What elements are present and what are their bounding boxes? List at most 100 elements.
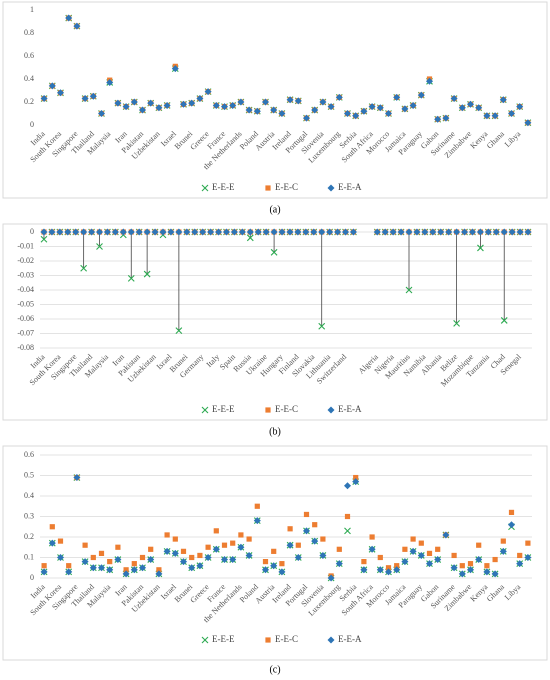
- diamond-marker: [467, 566, 474, 574]
- square-marker: [336, 546, 342, 552]
- diamond-marker: [417, 551, 425, 559]
- diamond-marker: [335, 560, 343, 568]
- diamond-marker: [167, 228, 175, 236]
- diamond-marker: [48, 82, 56, 90]
- diamond-marker: [461, 228, 469, 236]
- x-marker: [270, 248, 278, 256]
- diamond-marker: [303, 114, 310, 122]
- x-stroke: [270, 248, 278, 256]
- diamond-marker: [278, 228, 286, 236]
- square-marker: [265, 185, 271, 191]
- square-marker: [271, 548, 277, 554]
- diamond-marker: [246, 228, 254, 236]
- diamond-marker: [222, 228, 230, 236]
- x-stroke: [246, 234, 254, 242]
- square-marker: [180, 548, 187, 554]
- square-marker: [295, 542, 301, 548]
- diamond-marker: [294, 97, 302, 105]
- square-marker: [426, 550, 433, 556]
- x-marker: [500, 317, 508, 324]
- diamond-marker: [278, 568, 286, 576]
- y-tick-label: -0.02: [17, 256, 34, 265]
- diamond-marker: [204, 554, 212, 561]
- x-marker: [453, 319, 461, 327]
- diamond-marker: [381, 228, 389, 236]
- diamond-marker: [437, 228, 445, 236]
- diamond-marker: [409, 101, 417, 109]
- diamond-marker: [204, 88, 212, 96]
- diamond-marker: [40, 568, 48, 576]
- diamond-marker: [89, 92, 97, 100]
- legend-label: E-E-C: [275, 182, 298, 192]
- square-marker: [90, 554, 96, 561]
- diamond-marker: [368, 103, 376, 111]
- x-tick-label: Libya: [503, 129, 523, 149]
- diamond-marker: [344, 482, 351, 490]
- diamond-marker: [65, 568, 73, 576]
- diamond-marker: [360, 566, 368, 574]
- x-tick-label: Libya: [503, 582, 523, 602]
- diamond-marker: [139, 106, 146, 114]
- square-marker: [57, 538, 64, 544]
- square-marker: [451, 552, 457, 559]
- diamond-marker: [327, 103, 335, 111]
- x-marker: [80, 264, 88, 272]
- x-marker: [127, 275, 135, 282]
- diamond-marker: [262, 566, 269, 574]
- x-tick-label: Ghana: [485, 129, 506, 150]
- x-marker: [40, 235, 48, 243]
- square-marker: [98, 550, 105, 556]
- square-marker: [484, 563, 490, 569]
- diamond-marker: [196, 562, 204, 570]
- x-marker: [143, 270, 151, 278]
- diamond-marker: [327, 406, 335, 414]
- x-stroke: [143, 270, 151, 278]
- x-marker: [96, 243, 103, 250]
- diamond-marker: [327, 636, 335, 644]
- y-tick-label: -0.06: [17, 314, 34, 323]
- diamond-marker: [368, 545, 376, 553]
- square-marker: [353, 474, 359, 481]
- diamond-marker: [229, 556, 237, 564]
- diamond-marker: [106, 566, 114, 574]
- diamond-marker: [96, 228, 104, 236]
- diamond-marker: [98, 564, 105, 572]
- diamond-marker: [484, 228, 492, 236]
- square-marker: [148, 546, 154, 552]
- square-marker: [418, 540, 424, 546]
- square-marker: [385, 565, 392, 571]
- diamond-marker: [286, 228, 294, 236]
- square-marker: [312, 522, 318, 528]
- diamond-marker: [401, 558, 409, 566]
- square-marker: [402, 546, 408, 552]
- diamond-marker: [81, 558, 89, 566]
- square-marker: [172, 536, 178, 542]
- square-marker: [221, 542, 228, 548]
- diamond-marker: [73, 22, 81, 30]
- diamond-marker: [180, 558, 187, 566]
- diamond-marker: [413, 228, 421, 236]
- diamond-marker: [475, 104, 483, 112]
- diamond-marker: [508, 228, 516, 236]
- diamond-marker: [155, 104, 163, 112]
- square-marker: [205, 544, 211, 550]
- square-marker: [500, 538, 506, 544]
- diamond-marker: [159, 228, 167, 236]
- diamond-marker: [212, 545, 220, 553]
- diamond-marker: [376, 104, 384, 112]
- square-marker: [435, 546, 441, 552]
- diamond-marker: [429, 228, 437, 236]
- diamond-marker: [188, 99, 196, 107]
- diamond-marker: [393, 93, 401, 101]
- square-marker: [369, 534, 375, 540]
- square-marker: [377, 554, 383, 561]
- square-marker: [230, 540, 236, 546]
- square-marker: [213, 528, 219, 534]
- diamond-marker: [238, 228, 246, 236]
- legend-label: E-E-E: [212, 634, 235, 644]
- diamond-marker: [114, 99, 122, 107]
- x-marker: [246, 234, 254, 242]
- diamond-marker: [352, 112, 360, 120]
- square-marker: [139, 554, 146, 561]
- square-marker: [476, 542, 482, 548]
